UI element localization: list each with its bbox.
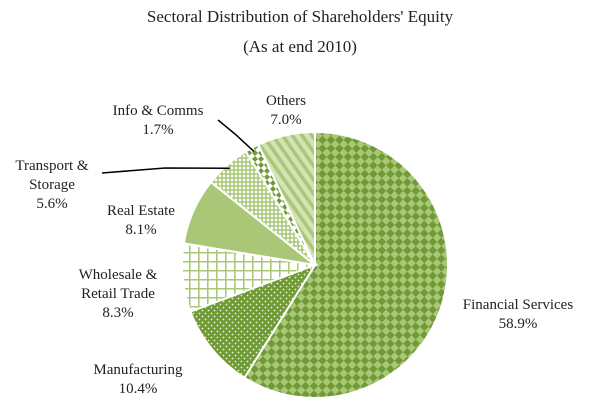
pie-slice-7 xyxy=(257,130,316,266)
slice-labels: Financial Services 58.9% Manufacturing 10.4… xyxy=(15,93,573,397)
slice-value-1: 58.9% xyxy=(499,316,538,332)
slice-label-2: Manufacturing 10.4% xyxy=(93,362,183,397)
pie-slice-2 xyxy=(189,263,318,380)
slice-label-6: Info & Comms 1.7% xyxy=(113,103,204,138)
slice-value-3: 8.3% xyxy=(102,305,133,321)
leader-lines xyxy=(101,119,255,174)
chart-subtitle: (As at end 2010) xyxy=(243,37,357,56)
slice-label-7: Others 7.0% xyxy=(266,93,306,128)
leader-line-5 xyxy=(101,167,230,174)
slice-label-5: Transport & Storage 5.6% xyxy=(15,158,89,212)
slice-value-4: 8.1% xyxy=(125,222,156,238)
slice-value-5: 5.6% xyxy=(36,196,67,212)
slice-value-2: 10.4% xyxy=(119,381,158,397)
pie-slices xyxy=(181,130,449,399)
slice-label-3: Wholesale & Retail Trade 8.3% xyxy=(79,267,158,321)
slice-label-4: Real Estate 8.1% xyxy=(107,203,175,238)
slice-value-7: 7.0% xyxy=(270,112,301,128)
leader-line-6 xyxy=(217,119,255,152)
slice-label-1: Financial Services 58.9% xyxy=(463,297,574,332)
pie-slice-1 xyxy=(243,130,449,399)
chart-title: Sectoral Distribution of Shareholders' E… xyxy=(147,7,454,26)
slice-value-6: 1.7% xyxy=(142,122,173,138)
